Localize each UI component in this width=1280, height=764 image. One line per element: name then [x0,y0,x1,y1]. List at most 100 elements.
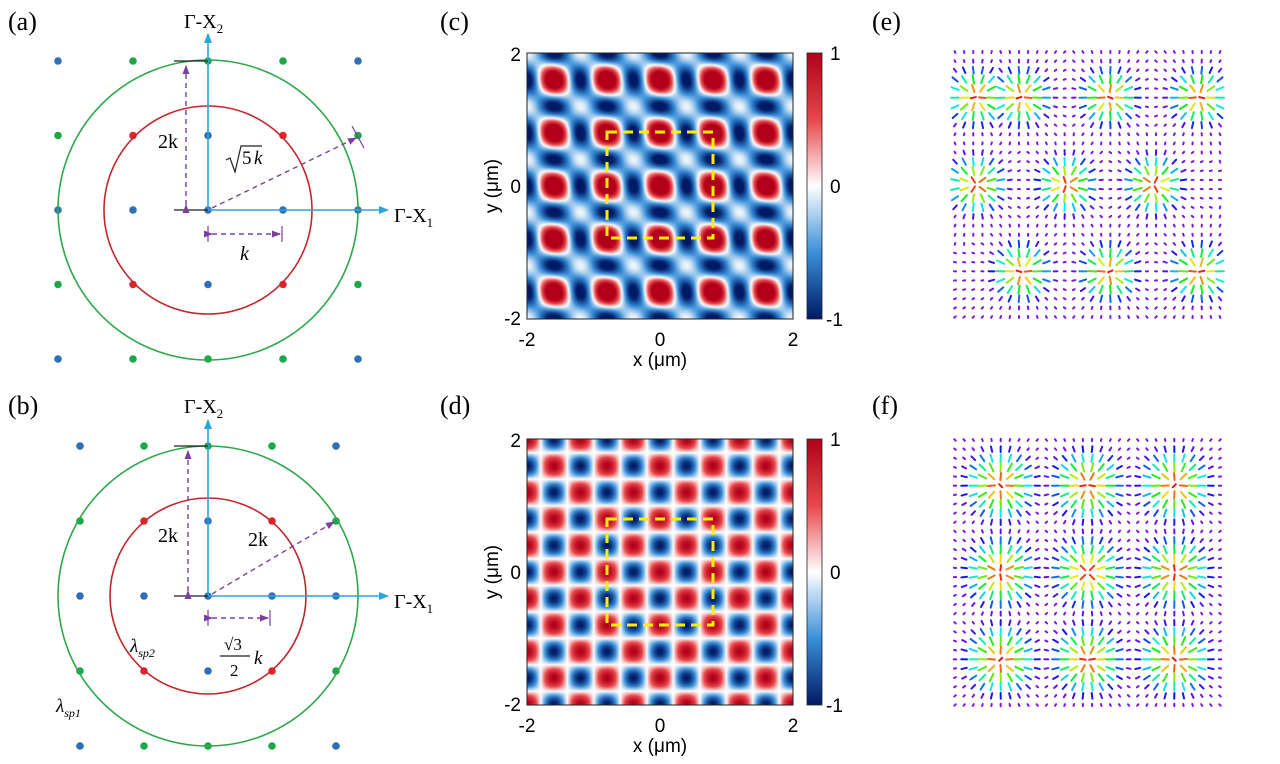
field-arrow [953,639,957,643]
field-arrow [1161,194,1169,203]
field-arrow [1070,545,1077,555]
svg-text:k: k [254,148,263,169]
field-arrow [1017,620,1021,626]
field-arrow [1179,285,1187,294]
field-arrow [1208,684,1213,689]
field-arrow [980,74,985,85]
field-arrow [1117,684,1122,689]
field-arrow [962,538,966,543]
field-arrow [1218,621,1222,625]
field-arrow [962,50,966,54]
field-arrow [971,83,976,94]
field-arrow [1115,575,1124,579]
field-arrow [1108,83,1113,94]
field-arrow [960,474,968,479]
field-arrow [971,242,976,246]
field-arrow [981,438,984,442]
field-arrow [953,50,957,54]
field-arrow [961,66,967,74]
field-arrow [1182,232,1185,237]
field-arrow [989,121,994,129]
field-arrow [1079,287,1087,293]
field-arrow [1117,169,1122,173]
field-arrow [1107,601,1113,608]
field-arrow [1008,59,1012,64]
panel-c-tag: (c) [440,7,469,36]
field-arrow [1187,647,1198,654]
field-arrow [1117,520,1122,524]
field-arrow [1189,509,1196,517]
field-arrow [1098,536,1104,545]
panel-e: (e) [872,7,1225,319]
panel-d-heatmap [527,439,793,705]
field-arrow [1125,112,1133,120]
field-arrow [989,600,994,609]
field-arrow [989,297,994,301]
field-arrow [1006,462,1013,473]
field-arrow [1116,638,1123,644]
field-arrow [1052,547,1059,553]
field-arrow [962,141,966,146]
field-arrow [1189,545,1196,554]
lattice-point [54,355,62,363]
field-arrow [1089,553,1095,564]
field-arrow [1089,472,1095,481]
field-arrow [989,214,994,219]
field-arrow [1145,149,1149,156]
field-arrow [953,676,957,679]
field-arrow [953,315,957,319]
field-arrow [990,223,993,228]
field-arrow [1044,456,1049,460]
field-arrow [1061,509,1068,517]
field-arrow [1069,491,1079,499]
field-arrow [1078,278,1088,283]
field-arrow [979,454,986,463]
field-arrow [1134,465,1141,470]
field-arrow [1060,637,1069,645]
field-arrow [1062,288,1067,291]
field-arrow [1127,214,1131,219]
field-arrow [971,202,975,213]
field-arrow [1024,501,1032,507]
field-arrow [1096,574,1107,580]
field-arrow [1071,202,1076,212]
field-arrow [987,574,996,580]
field-arrow [1089,295,1095,302]
field-arrow [1025,74,1031,85]
field-arrow [1079,76,1087,82]
field-arrow [1172,50,1176,54]
field-arrow [1096,96,1106,99]
field-arrow [987,278,996,283]
field-arrow [1134,493,1142,497]
field-arrow [1144,455,1150,461]
field-arrow [1063,193,1067,204]
field-arrow [1087,277,1097,284]
field-arrow [1152,545,1160,554]
panel-b-arrow-diagonal [211,521,335,595]
field-arrow [971,102,976,112]
field-arrow [1023,269,1033,273]
field-arrow [1041,187,1052,191]
field-arrow [1044,685,1049,689]
field-arrow [1208,295,1214,303]
field-arrow [1181,518,1186,526]
panel-c-heatmap [527,53,793,319]
field-arrow [1023,556,1033,562]
field-arrow [1062,176,1067,184]
field-arrow [959,177,969,183]
field-arrow [953,694,957,698]
field-arrow [1072,438,1076,442]
field-arrow [1136,520,1140,524]
field-arrow [1017,160,1021,164]
field-arrow [1136,306,1140,310]
panel-c-ytick-mid: 0 [510,177,521,198]
field-arrow [1154,620,1158,626]
field-arrow [1035,223,1039,228]
field-arrow [1035,520,1039,524]
field-arrow [1034,547,1040,552]
field-arrow [1087,178,1097,182]
field-arrow [1062,114,1067,118]
field-arrow [960,584,968,589]
field-arrow [968,575,979,579]
field-arrow [1108,196,1113,200]
